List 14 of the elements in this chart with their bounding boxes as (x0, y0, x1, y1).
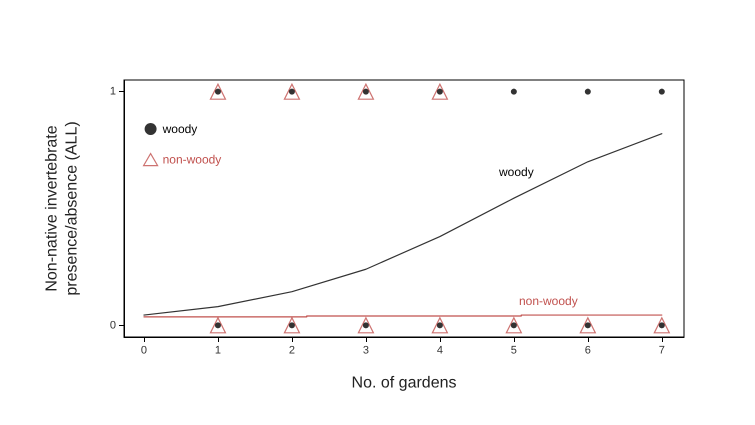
x-tick-label: 1 (214, 344, 222, 356)
legend-label: non-woody (162, 152, 222, 167)
y-axis-title: Non-native invertebrate presence/absence (ALL) (44, 121, 80, 296)
x-tick-label: 5 (510, 344, 517, 356)
x-tick-label: 2 (288, 344, 295, 356)
x-tick-label: 3 (362, 344, 369, 356)
annotation: woody (498, 165, 534, 179)
legend-label: woody (162, 122, 198, 136)
x-axis-title: No. of gardens (352, 374, 456, 392)
x-tick-label: 7 (658, 344, 665, 356)
x-tick-label: 6 (584, 344, 591, 356)
x-tick-label: 0 (140, 344, 148, 356)
annotation: non-woody (519, 294, 578, 308)
x-tick-label: 4 (436, 344, 443, 356)
